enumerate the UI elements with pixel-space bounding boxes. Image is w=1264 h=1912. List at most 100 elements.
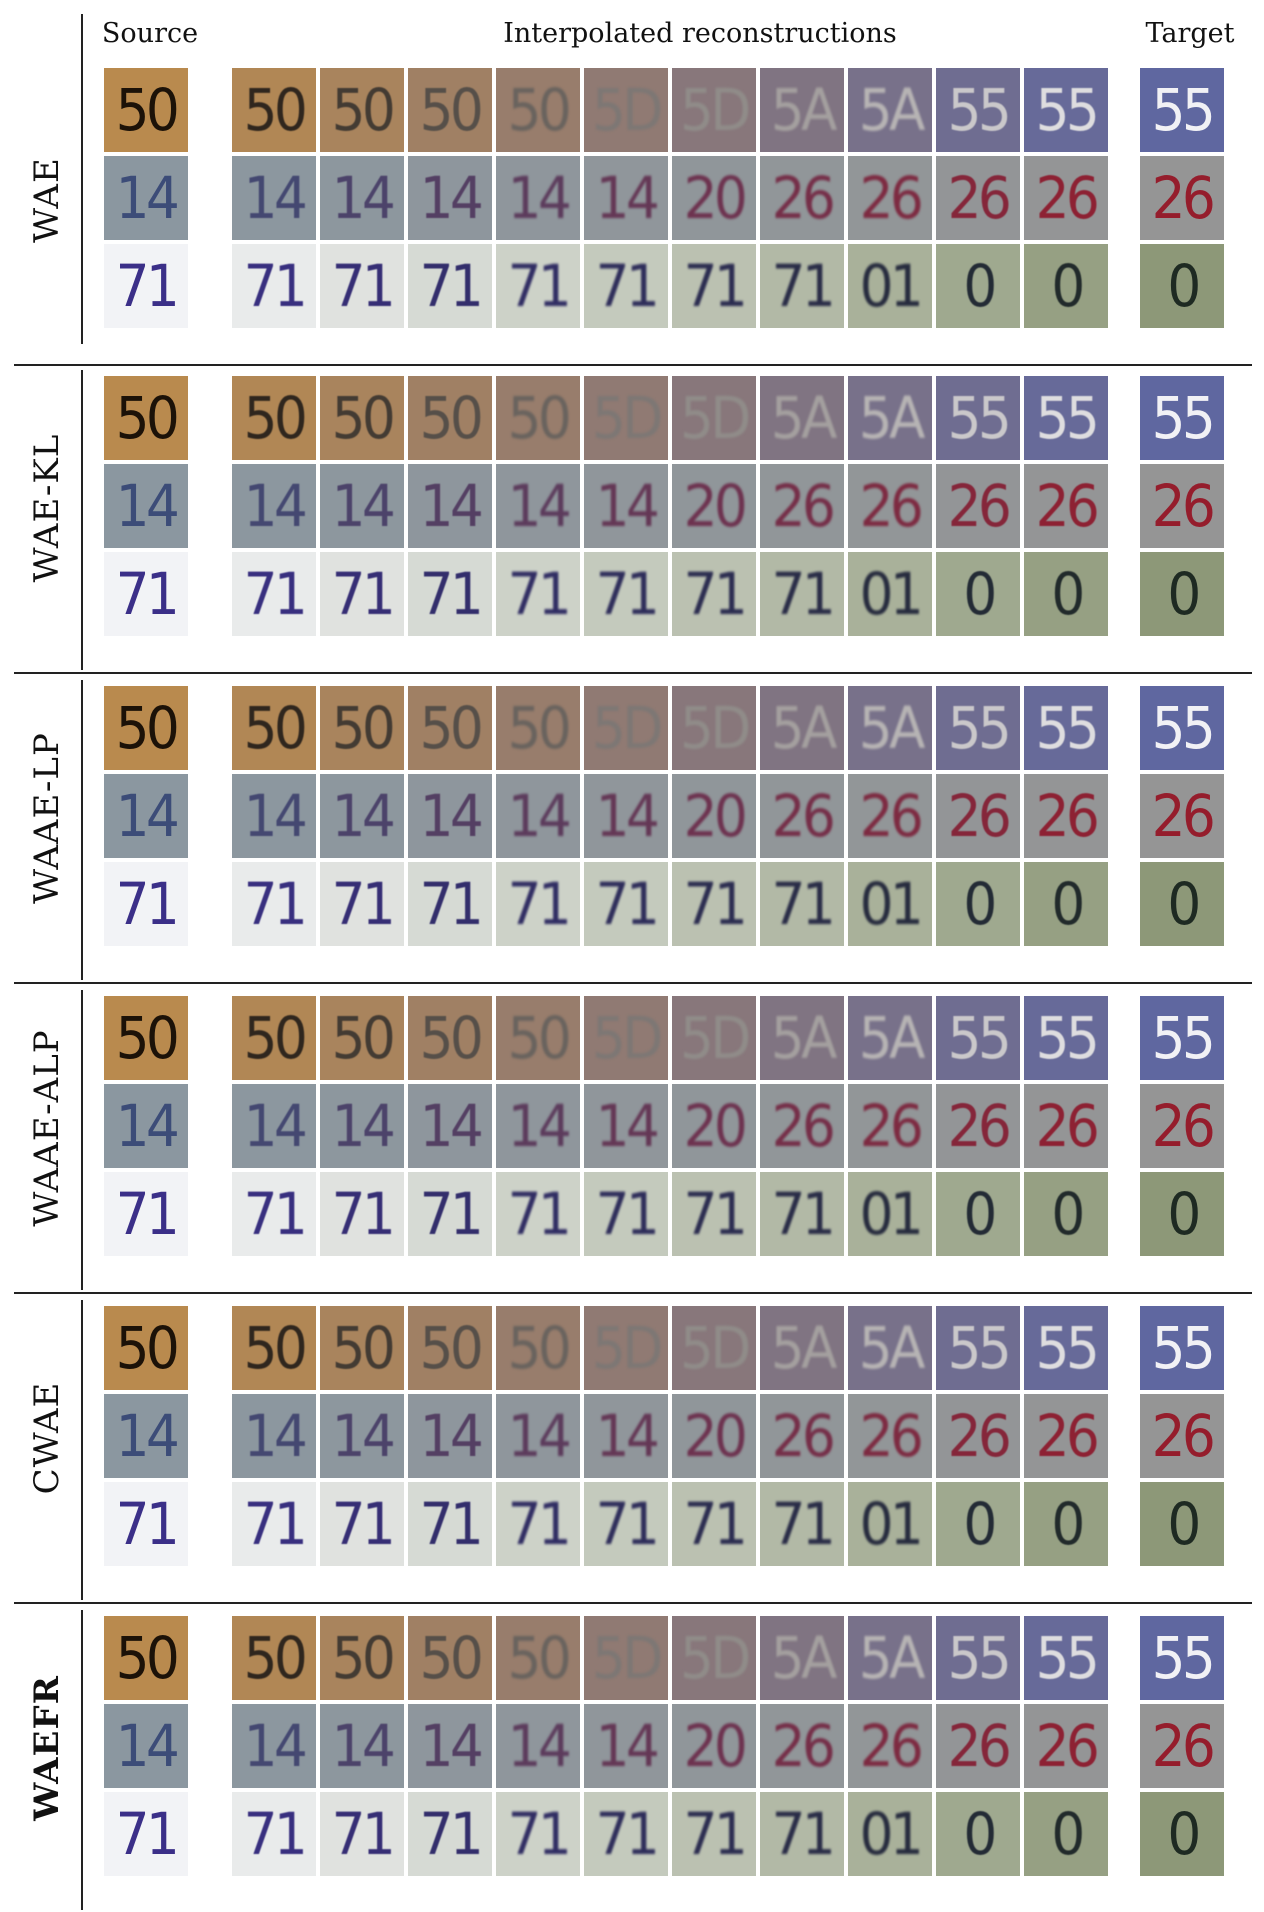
interpolated-image: 14 bbox=[320, 156, 404, 240]
interpolated-image: 50 bbox=[408, 1616, 492, 1700]
interpolated-image: 55 bbox=[936, 68, 1020, 152]
digit-text: 50 bbox=[115, 1314, 180, 1382]
digit-text: 26 bbox=[947, 472, 1012, 540]
interpolated-image: 71 bbox=[760, 1482, 844, 1566]
interpolated-image: 5D bbox=[584, 68, 668, 152]
source-image: 14 bbox=[104, 1394, 188, 1478]
interpolated-image: 20 bbox=[672, 774, 756, 858]
digit-text: 50 bbox=[115, 384, 180, 452]
digit-text: 5D bbox=[592, 384, 663, 452]
interpolated-image: 50 bbox=[496, 376, 580, 460]
digit-text: 5A bbox=[770, 384, 837, 452]
source-image: 50 bbox=[104, 376, 188, 460]
target-image: 55 bbox=[1140, 1616, 1224, 1700]
digit-text: 0 bbox=[1050, 560, 1085, 628]
digit-text: 14 bbox=[595, 472, 660, 540]
digit-text: 5A bbox=[770, 76, 837, 144]
interpolated-image: 14 bbox=[584, 464, 668, 548]
interpolated-image: 01 bbox=[848, 862, 932, 946]
digit-text: 71 bbox=[771, 560, 836, 628]
interpolated-image: 01 bbox=[848, 244, 932, 328]
interpolated-image: 0 bbox=[1024, 1792, 1108, 1876]
interpolated-image: 71 bbox=[496, 1482, 580, 1566]
interpolated-image: 14 bbox=[320, 1704, 404, 1788]
digit-text: 71 bbox=[771, 1180, 836, 1248]
digit-text: 14 bbox=[507, 1712, 572, 1780]
digit-text: 14 bbox=[507, 164, 572, 232]
interpolated-image: 71 bbox=[320, 244, 404, 328]
digit-text: 5D bbox=[680, 384, 751, 452]
digit-text: 0 bbox=[962, 1490, 997, 1558]
interpolated-image: 71 bbox=[496, 1792, 580, 1876]
digit-text: 50 bbox=[331, 76, 396, 144]
interpolated-image: 5A bbox=[848, 996, 932, 1080]
interpolated-image: 50 bbox=[496, 686, 580, 770]
digit-text: 71 bbox=[507, 1800, 572, 1868]
digit-text: 5D bbox=[680, 1314, 751, 1382]
digit-text: 71 bbox=[683, 560, 748, 628]
digit-text: 5A bbox=[770, 694, 837, 762]
interpolated-image: 71 bbox=[408, 552, 492, 636]
interpolated-image: 71 bbox=[320, 1172, 404, 1256]
digit-text: 26 bbox=[947, 1092, 1012, 1160]
interpolated-image: 5A bbox=[760, 686, 844, 770]
method-label-wae: WAE bbox=[27, 157, 67, 243]
interpolated-image: 26 bbox=[848, 1394, 932, 1478]
digit-text: 26 bbox=[1035, 472, 1100, 540]
label-divider bbox=[81, 14, 83, 344]
digit-text: 26 bbox=[771, 472, 836, 540]
interpolated-image: 71 bbox=[232, 244, 316, 328]
interpolated-image: 55 bbox=[1024, 1616, 1108, 1700]
interpolated-image: 71 bbox=[320, 862, 404, 946]
digit-text: 01 bbox=[859, 1800, 924, 1868]
digit-text: 5A bbox=[858, 1314, 925, 1382]
digit-text: 0 bbox=[1166, 560, 1201, 628]
digit-text: 26 bbox=[1151, 782, 1216, 850]
digit-text: 50 bbox=[115, 694, 180, 762]
source-image: 71 bbox=[104, 552, 188, 636]
digit-text: 14 bbox=[419, 1402, 484, 1470]
digit-text: 26 bbox=[859, 1402, 924, 1470]
target-image: 0 bbox=[1140, 1792, 1224, 1876]
digit-text: 14 bbox=[419, 1712, 484, 1780]
digit-text: 50 bbox=[243, 76, 308, 144]
interpolated-image: 50 bbox=[496, 68, 580, 152]
interpolated-image: 14 bbox=[232, 156, 316, 240]
digit-text: 55 bbox=[947, 1004, 1012, 1072]
digit-text: 26 bbox=[1151, 1402, 1216, 1470]
digit-text: 55 bbox=[1151, 1624, 1216, 1692]
digit-text: 71 bbox=[115, 1800, 180, 1868]
interpolated-image: 14 bbox=[320, 774, 404, 858]
digit-text: 5A bbox=[858, 694, 925, 762]
digit-text: 26 bbox=[947, 164, 1012, 232]
digit-text: 0 bbox=[1166, 1800, 1201, 1868]
interpolated-image: 0 bbox=[936, 244, 1020, 328]
digit-text: 55 bbox=[1151, 694, 1216, 762]
interpolated-image: 0 bbox=[1024, 552, 1108, 636]
interpolated-image: 14 bbox=[232, 1084, 316, 1168]
interpolated-image: 5D bbox=[672, 1616, 756, 1700]
target-image: 55 bbox=[1140, 376, 1224, 460]
digit-text: 0 bbox=[1166, 1490, 1201, 1558]
digit-text: 55 bbox=[1035, 1624, 1100, 1692]
method-label-waae-lp: WAAE-LP bbox=[27, 732, 67, 904]
digit-text: 26 bbox=[1035, 164, 1100, 232]
interpolated-image: 71 bbox=[584, 1792, 668, 1876]
digit-text: 14 bbox=[595, 1712, 660, 1780]
interpolated-image: 71 bbox=[584, 244, 668, 328]
digit-text: 26 bbox=[1151, 1712, 1216, 1780]
source-image: 50 bbox=[104, 1306, 188, 1390]
target-image: 26 bbox=[1140, 774, 1224, 858]
interpolated-image: 0 bbox=[936, 1172, 1020, 1256]
source-image: 50 bbox=[104, 68, 188, 152]
digit-text: 50 bbox=[115, 1004, 180, 1072]
digit-text: 01 bbox=[859, 252, 924, 320]
digit-text: 5D bbox=[592, 1314, 663, 1382]
interpolated-image: 71 bbox=[232, 1792, 316, 1876]
digit-text: 26 bbox=[947, 1402, 1012, 1470]
digit-text: 26 bbox=[859, 164, 924, 232]
interpolated-image: 14 bbox=[584, 1704, 668, 1788]
interpolated-image: 26 bbox=[936, 1704, 1020, 1788]
digit-text: 71 bbox=[507, 1180, 572, 1248]
